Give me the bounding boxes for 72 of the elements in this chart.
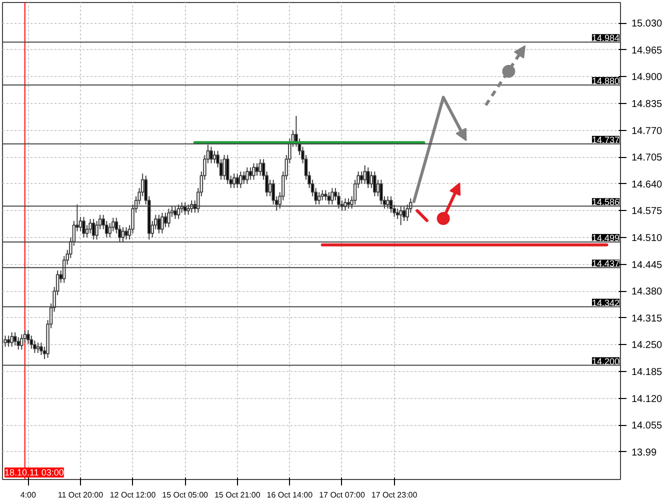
y-tick-label: 14.510 (632, 232, 663, 244)
y-tick-label: 14.770 (632, 126, 663, 137)
candlestick (360, 171, 364, 184)
x-tick-label: 11 Oct 20:00 (58, 490, 104, 500)
candlestick (88, 218, 92, 234)
x-tick-label: 17 Oct 23:00 (371, 490, 418, 500)
candlestick (6, 335, 10, 348)
candlestick (157, 214, 161, 234)
candlestick (82, 216, 86, 238)
ref-line-label: 14.499 (592, 233, 620, 244)
candlestick (16, 336, 20, 350)
ref-line-label: 14.984 (592, 33, 620, 44)
candlestick (20, 334, 24, 350)
candlestick (396, 208, 400, 220)
candlestick (236, 173, 240, 189)
candlestick (40, 342, 43, 356)
candlestick (252, 162, 256, 180)
y-tick-label: 14.445 (632, 260, 663, 271)
candlestick (246, 166, 249, 184)
candlestick (376, 179, 380, 197)
ref-line-label: 14.342 (592, 298, 620, 308)
candlestick (232, 173, 236, 189)
ref-line-label: 14.737 (592, 134, 620, 145)
y-tick-label: 14.315 (632, 313, 663, 324)
candlestick (36, 342, 40, 354)
y-tick-label: 14.835 (632, 99, 663, 110)
y-tick-label: 15.030 (632, 18, 663, 30)
candlestick (160, 212, 164, 234)
candlestick (124, 226, 128, 240)
candlestick (210, 146, 213, 164)
candlestick (324, 190, 328, 201)
candlestick (212, 150, 216, 164)
y-tick-label: 14.055 (632, 420, 663, 432)
candlestick (10, 332, 14, 348)
candlestick (242, 171, 246, 184)
candlestick (363, 164, 367, 184)
x-tick-label: 15 Oct 21:00 (214, 490, 261, 500)
candlestick (239, 171, 242, 189)
annotation: 18.10.11 03:00 (4, 468, 64, 478)
candlestick (255, 162, 259, 176)
x-tick-label: 17 Oct 07:00 (319, 490, 366, 500)
x-tick-label: 12 Oct 12:00 (110, 490, 156, 500)
y-tick-label: 14.380 (632, 286, 663, 298)
candlestick (268, 179, 272, 197)
y-tick-label: 14.185 (632, 366, 663, 378)
y-tick-label: 14.120 (632, 394, 663, 405)
candlestick (92, 218, 96, 240)
candlestick (164, 212, 168, 228)
ref-line-label: 14.586 (592, 197, 620, 208)
ref-line-label: 14.437 (592, 258, 620, 269)
candlestick (366, 166, 370, 189)
candlestick (226, 154, 230, 184)
y-tick-label: 14.965 (632, 45, 663, 56)
y-tick-label: 14.705 (632, 152, 663, 164)
candlestick (373, 171, 376, 197)
ref-line-label: 14.200 (592, 356, 620, 366)
x-tick-label: 15 Oct 05:00 (162, 490, 209, 500)
candlestick (13, 332, 17, 346)
ref-line-label: 14.880 (592, 76, 620, 86)
y-tick-label: 14.250 (632, 340, 663, 352)
x-tick-label: 16 Oct 14:00 (266, 490, 314, 500)
x-tick-label: 4:00 (20, 490, 36, 500)
y-tick-label: 14.575 (632, 206, 663, 218)
candlestick (167, 208, 170, 228)
candlestick (248, 166, 252, 180)
y-tick-label: 14.900 (632, 72, 663, 84)
y-tick-label: 13.99 (632, 447, 657, 458)
candlestick (258, 158, 262, 176)
y-tick-label: 14.640 (632, 179, 663, 190)
candlestick (222, 154, 226, 180)
candlestick (320, 190, 324, 201)
candlestick (370, 171, 374, 189)
